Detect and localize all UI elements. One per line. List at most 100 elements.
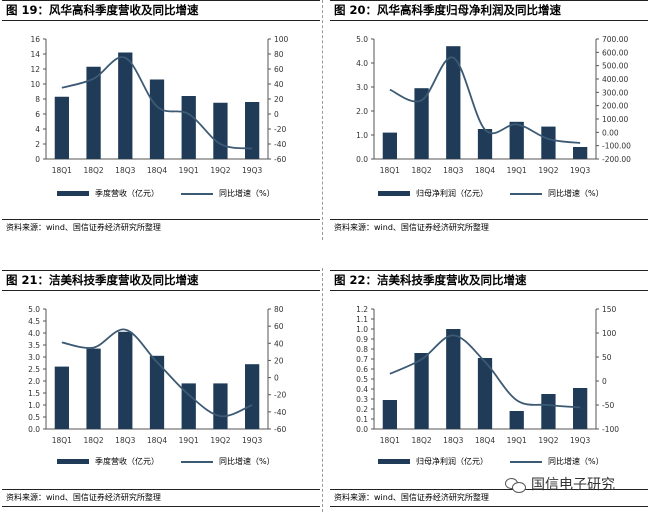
column-divider xyxy=(322,0,323,240)
bar xyxy=(213,383,228,429)
legend-line-label: 同比增速（%） xyxy=(548,457,604,466)
chart-legend: 归母净利润（亿元） 同比增速（%） xyxy=(378,456,604,467)
y-tick-label-right: 150 xyxy=(602,305,617,314)
y-tick-label-left: 1.0 xyxy=(356,131,368,140)
y-tick-label-left: 8 xyxy=(35,95,40,104)
bar xyxy=(118,52,133,159)
legend-bar-swatch xyxy=(57,191,89,196)
y-tick-label-left: 2.5 xyxy=(28,365,40,374)
x-tick-label: 18Q4 xyxy=(147,436,167,445)
chart-panel-2: 图 20：风华高科季度归母净利润及同比增速 0.0 1.0 2.0 3.0 4.0 5.0… xyxy=(330,0,648,240)
legend-bar-label: 季度营收（亿元） xyxy=(95,189,159,198)
y-tick-label-left: 2.0 xyxy=(28,377,40,386)
y-tick-label-right: -20 xyxy=(274,391,286,400)
series-line xyxy=(389,334,581,409)
bar xyxy=(149,355,165,429)
x-tick-label: 19Q2 xyxy=(538,166,558,175)
legend-bar-swatch xyxy=(378,459,410,464)
chart-plot-1: 0 2 4 6 8 10 12 14 16 -60 -40 -20 0 20 40 60 80 100 18Q1 18… xyxy=(30,35,288,175)
y-tick-label-left: 2 xyxy=(35,140,40,149)
chart-legend: 季度营收（亿元） 同比增速（%） xyxy=(57,188,275,199)
x-tick-label: 19Q3 xyxy=(242,166,262,175)
bar xyxy=(541,394,556,429)
y-tick-label-left: 4.0 xyxy=(356,59,368,68)
y-tick-label-left: 0.3 xyxy=(356,395,368,404)
bar xyxy=(245,364,260,429)
y-tick-label-right: 20 xyxy=(274,356,284,365)
x-tick-label: 19Q1 xyxy=(507,436,527,445)
bar xyxy=(86,66,101,159)
y-tick-label-right: 0 xyxy=(274,374,279,383)
y-tick-label-left: 0.0 xyxy=(356,425,368,434)
column-divider xyxy=(322,268,323,512)
y-tick-label-right: -100.00 xyxy=(602,142,631,151)
legend-bar-label: 归母净利润（亿元） xyxy=(416,189,488,198)
y-tick-label-right: 0 xyxy=(274,110,279,119)
y-tick-label-right: -40 xyxy=(274,140,286,149)
x-tick-label: 19Q1 xyxy=(179,436,199,445)
y-tick-label-left: 0.1 xyxy=(356,415,368,424)
x-tick-label: 18Q4 xyxy=(475,436,495,445)
legend-bar-swatch xyxy=(57,459,89,464)
chart-plot-3: 0.0 0.5 1.0 1.5 2.0 2.5 3.0 3.5 4.0 4.5 5.0 -60 -40 -… xyxy=(28,305,286,445)
x-tick-label: 18Q4 xyxy=(147,166,167,175)
bar xyxy=(573,147,588,159)
bar xyxy=(86,348,101,429)
x-tick-label: 19Q3 xyxy=(242,436,262,445)
chart-title: 图 19：风华高科季度营收及同比增速 xyxy=(2,0,320,21)
chart-panel-4: 图 22：洁美科技季度营收及同比增速 0.0 0.1 0.2 0.3 0.4 0.5 0.6… xyxy=(330,270,648,510)
y-tick-label-left: 0.5 xyxy=(28,413,40,422)
bar xyxy=(414,353,429,429)
y-tick-label-right: 40 xyxy=(274,80,284,89)
y-tick-label-left: 0.5 xyxy=(356,375,368,384)
x-tick-label: 18Q3 xyxy=(443,166,463,175)
x-tick-label: 18Q1 xyxy=(52,436,72,445)
y-tick-label-right: 700.00 xyxy=(602,35,628,44)
y-tick-label-left: 0.2 xyxy=(356,405,368,414)
x-tick-label: 19Q2 xyxy=(210,436,230,445)
y-tick-label-right: 80 xyxy=(274,305,284,314)
legend-line-label: 同比增速（%） xyxy=(548,189,604,198)
chart-panel-1: 图 19：风华高科季度营收及同比增速 0 2 4 6 8 10 12 14 16 -60 -40 -2… xyxy=(2,0,320,240)
y-tick-label-left: 3.0 xyxy=(356,83,368,92)
y-tick-label-left: 1.0 xyxy=(356,325,368,334)
y-tick-label-right: 0.00 xyxy=(602,128,619,137)
y-tick-label-left: 4.5 xyxy=(28,317,40,326)
y-tick-label-right: 100 xyxy=(602,329,617,338)
bar xyxy=(382,132,397,159)
y-tick-label-left: 1.0 xyxy=(28,401,40,410)
legend-bar-label: 归母净利润（亿元） xyxy=(416,457,488,466)
x-tick-label: 19Q3 xyxy=(570,436,590,445)
y-tick-label-left: 5.0 xyxy=(356,35,368,44)
chart-title: 图 22：洁美科技季度营收及同比增速 xyxy=(330,270,648,291)
y-tick-label-left: 2.0 xyxy=(356,107,368,116)
chart-plot-4: 0.00.10.20.30.40.50.60.70.80.91.01.11.2 -… xyxy=(356,305,619,445)
y-tick-label-right: 60 xyxy=(274,65,284,74)
watermark: 国信电子研究 xyxy=(505,474,615,494)
legend-line-swatch xyxy=(510,460,542,463)
y-tick-label-right: 100.00 xyxy=(602,115,628,124)
y-tick-label-right: 600.00 xyxy=(602,48,628,57)
bar xyxy=(213,102,228,159)
chart-plot-2: 0.0 1.0 2.0 3.0 4.0 5.0 -200.00 -100.00 0.00 100.… xyxy=(356,35,631,175)
chart-source: 资料来源：wind、国信证券经济研究所整理 xyxy=(2,219,320,236)
bar xyxy=(509,411,524,429)
bar xyxy=(477,129,493,159)
bar xyxy=(446,46,461,160)
x-tick-label: 19Q1 xyxy=(507,166,527,175)
y-tick-label-left: 14 xyxy=(30,50,40,59)
x-tick-label: 18Q2 xyxy=(411,436,431,445)
x-tick-label: 18Q1 xyxy=(52,166,72,175)
chart-legend: 季度营收（亿元） 同比增速（%） xyxy=(57,456,275,467)
x-tick-label: 18Q2 xyxy=(411,166,431,175)
y-tick-label-left: 6 xyxy=(35,110,40,119)
y-tick-label-left: 1.5 xyxy=(28,389,40,398)
y-tick-label-left: 16 xyxy=(30,35,40,44)
y-tick-label-right: 80 xyxy=(274,50,284,59)
y-tick-label-left: 3.0 xyxy=(28,353,40,362)
y-tick-label-right: 400.00 xyxy=(602,75,628,84)
y-tick-label-left: 0.8 xyxy=(356,345,368,354)
chart-source: 资料来源：wind、国信证券经济研究所整理 xyxy=(2,489,320,507)
y-tick-label-left: 1.1 xyxy=(356,315,368,324)
x-tick-label: 18Q3 xyxy=(115,436,135,445)
